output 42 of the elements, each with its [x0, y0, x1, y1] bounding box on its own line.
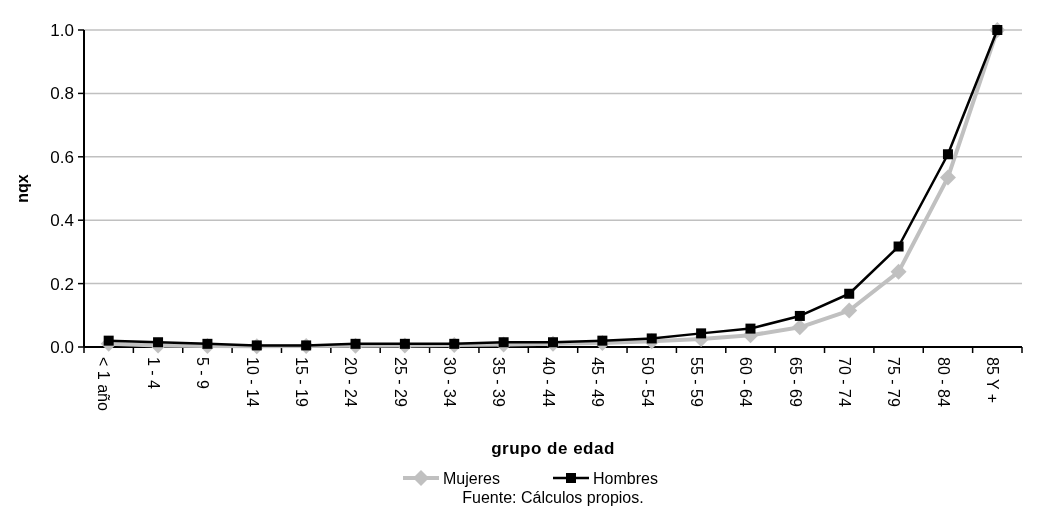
point: [893, 241, 904, 252]
y-tick-label: 0.0: [50, 337, 74, 357]
x-axis-title: grupo de edad: [491, 439, 615, 458]
y-tick-label: 0.8: [50, 84, 74, 104]
y-tick-label: 0.6: [50, 147, 74, 167]
x-tick-label: 25 - 29: [391, 357, 409, 407]
x-tick-label: 50 - 54: [638, 357, 656, 407]
x-tick-label: 40 - 44: [539, 357, 557, 407]
y-tick-label: 0.2: [50, 274, 74, 294]
x-tick-label: 30 - 34: [441, 357, 459, 407]
point: [939, 169, 956, 186]
x-tick-label: 15 - 19: [292, 357, 310, 407]
x-tick-label: 85 Y +: [984, 357, 1002, 404]
x-tick-label: < 1 año: [95, 357, 113, 411]
x-tick-label: 35 - 39: [490, 357, 508, 407]
point: [696, 328, 707, 339]
point: [841, 302, 858, 319]
point: [890, 263, 907, 280]
x-tick-label: 75 - 79: [885, 357, 903, 407]
source-note: Fuente: Cálculos propios.: [462, 489, 644, 506]
point: [791, 319, 808, 336]
point: [844, 288, 855, 299]
x-tick-label: 65 - 69: [786, 357, 804, 407]
x-tick-label: 55 - 59: [687, 357, 705, 407]
point: [745, 323, 756, 334]
y-tick-label: 0.4: [50, 211, 74, 231]
y-axis-title: nqx: [14, 174, 31, 203]
x-tick-label: 80 - 84: [934, 357, 952, 407]
x-tick-label: 70 - 74: [835, 357, 853, 407]
point: [942, 149, 953, 160]
x-tick-label: 45 - 49: [589, 357, 607, 407]
x-tick-label: 10 - 14: [243, 357, 261, 407]
x-tick-label: 5 - 9: [194, 357, 212, 390]
legend-label: Hombres: [593, 469, 658, 487]
x-tick-label: 20 - 24: [342, 357, 360, 407]
x-tick-label: 1 - 4: [144, 357, 162, 390]
legend-label: Mujeres: [443, 469, 500, 487]
x-tick-label: 60 - 64: [737, 357, 755, 407]
point: [794, 310, 805, 321]
point: [153, 337, 164, 348]
point: [103, 335, 114, 346]
y-tick-label: 1.0: [50, 20, 74, 40]
